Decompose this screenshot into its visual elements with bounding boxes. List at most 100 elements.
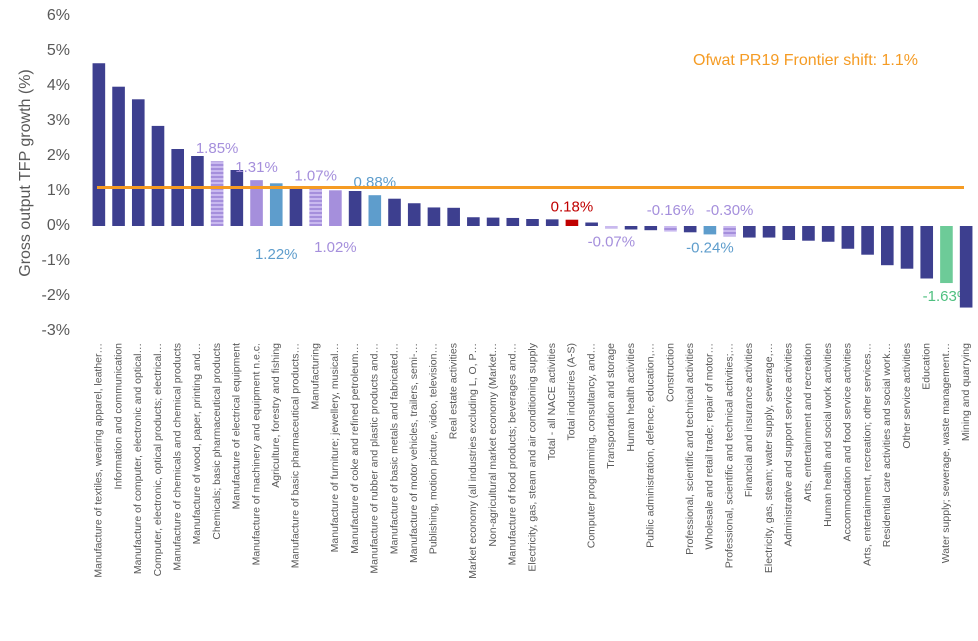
x-tick-label: Manufacture of coke and refined petroleu… bbox=[349, 343, 361, 554]
data-label: -0.30% bbox=[706, 202, 754, 219]
data-label: 1.07% bbox=[294, 168, 337, 185]
data-label: 0.18% bbox=[551, 199, 594, 216]
bar bbox=[309, 188, 322, 226]
x-tick-label: Wholesale and retail trade; repair of mo… bbox=[704, 343, 716, 550]
y-tick-label: 0% bbox=[47, 217, 70, 234]
bar bbox=[151, 125, 165, 226]
bar bbox=[545, 219, 559, 226]
x-tick-label: Computer programming, consultancy, and… bbox=[585, 343, 597, 548]
bar bbox=[624, 226, 638, 230]
data-label: 1.22% bbox=[255, 246, 298, 263]
data-label: 1.31% bbox=[235, 159, 278, 176]
bar bbox=[348, 191, 362, 226]
y-tick-label: 3% bbox=[47, 112, 70, 129]
x-tick-label: Human health and social work activities bbox=[822, 343, 834, 527]
x-tick-label: Transportation and storage bbox=[605, 343, 617, 469]
bar bbox=[644, 226, 658, 231]
y-tick-label: -1% bbox=[42, 252, 70, 269]
bar bbox=[447, 207, 460, 226]
bar bbox=[959, 226, 973, 308]
x-tick-label: Total industries (A-S) bbox=[566, 343, 578, 440]
x-tick-label: Arts, entertainment and recreation bbox=[802, 343, 814, 502]
x-tick-label: Information and communication bbox=[112, 343, 124, 490]
data-label: -1.63% bbox=[923, 288, 971, 305]
y-tick-label: 5% bbox=[47, 42, 70, 59]
x-tick-label: Manufacture of machinery and equipment n… bbox=[250, 343, 262, 565]
x-tick-label: Manufacture of textiles, wearing apparel… bbox=[93, 343, 105, 578]
x-tick-label: Administrative and support service activ… bbox=[783, 343, 795, 547]
bar bbox=[486, 217, 500, 226]
x-tick-label: Water supply; sewerage, waste management… bbox=[940, 343, 952, 563]
x-tick-label: Agriculture, forestry and fishing bbox=[270, 343, 282, 488]
bar bbox=[250, 180, 263, 226]
x-tick-label: Professional, scientific and technical a… bbox=[684, 343, 696, 555]
bar bbox=[782, 226, 796, 240]
bar bbox=[664, 226, 677, 232]
bar bbox=[269, 183, 283, 226]
y-tick-label: 2% bbox=[47, 147, 70, 164]
bar bbox=[92, 63, 106, 226]
bar bbox=[112, 86, 125, 226]
y-tick-label: 1% bbox=[47, 182, 70, 199]
annotation: Ofwat PR19 Frontier shift: 1.1% bbox=[693, 52, 918, 69]
x-tick-label: Education bbox=[921, 343, 933, 390]
x-tick-label: Other service activities bbox=[901, 343, 913, 449]
y-tick-label: -3% bbox=[42, 322, 70, 339]
bar bbox=[703, 226, 717, 235]
bar bbox=[743, 226, 756, 238]
bar bbox=[388, 198, 401, 226]
bar bbox=[526, 219, 539, 226]
x-tick-label: Computer, electronic, optical products; … bbox=[152, 343, 164, 576]
x-tick-label: Manufacture of chemicals and chemical pr… bbox=[171, 343, 183, 571]
x-tick-label: Manufacture of rubber and plastic produc… bbox=[369, 343, 381, 574]
bar bbox=[427, 207, 441, 226]
x-tick-label: Arts, entertainment, recreation; other s… bbox=[861, 343, 873, 566]
x-tick-label: Manufacture of basic metals and fabricat… bbox=[388, 343, 400, 554]
x-tick-label: Professional, scientific and technical a… bbox=[723, 343, 735, 568]
bar bbox=[723, 226, 736, 237]
x-tick-label: Chemicals; basic pharmaceutical products bbox=[211, 343, 223, 540]
bar bbox=[802, 226, 815, 241]
bar bbox=[605, 226, 618, 229]
bar bbox=[880, 226, 894, 266]
bar bbox=[821, 226, 835, 242]
bar bbox=[900, 226, 914, 269]
x-tick-label: Manufacture of furniture; jewellery, mus… bbox=[329, 343, 341, 552]
bar bbox=[920, 226, 934, 279]
x-tick-label: Real estate activities bbox=[447, 343, 459, 439]
data-label: -0.16% bbox=[647, 202, 695, 219]
bar bbox=[841, 226, 855, 249]
x-tick-label: Market economy (all industries excluding… bbox=[467, 343, 479, 579]
x-tick-label: Public administration, defence, educatio… bbox=[645, 343, 657, 548]
y-tick-label: 4% bbox=[47, 77, 70, 94]
bar bbox=[368, 195, 382, 226]
x-tick-label: Manufacture of food products; beverages … bbox=[507, 343, 519, 565]
x-tick-label: Non-agricultural market economy (Market… bbox=[487, 343, 499, 547]
x-tick-label: Residential care activities and social w… bbox=[881, 343, 893, 547]
x-tick-label: Electricity, gas, steam; water supply, s… bbox=[763, 343, 775, 573]
x-tick-label: Financial and insurance activities bbox=[743, 343, 755, 497]
bar bbox=[683, 226, 697, 233]
y-axis-label: Gross output TFP growth (%) bbox=[17, 69, 34, 276]
x-tick-label: Publishing, motion picture, video, telev… bbox=[428, 343, 440, 554]
x-tick-label: Manufacturing bbox=[309, 343, 321, 410]
bar bbox=[210, 161, 224, 226]
bar bbox=[407, 203, 421, 226]
x-tick-label: Accommodation and food service activitie… bbox=[842, 343, 854, 541]
bar bbox=[131, 99, 145, 226]
x-tick-label: Manufacture of basic pharmaceutical prod… bbox=[290, 343, 302, 568]
x-tick-label: Electricity, gas, steam and air conditio… bbox=[526, 342, 538, 571]
data-label: 1.85% bbox=[196, 140, 239, 157]
bar bbox=[506, 217, 520, 226]
x-tick-label: Human health activities bbox=[625, 343, 637, 452]
x-tick-label: Mining and quarrying bbox=[960, 343, 972, 441]
x-tick-label: Manufacture of motor vehicles, trailers,… bbox=[408, 343, 420, 563]
bar bbox=[191, 156, 204, 226]
x-tick-label: Manufacture of electrical equipment bbox=[231, 343, 243, 509]
y-tick-label: -2% bbox=[42, 287, 70, 304]
bar bbox=[329, 190, 342, 226]
bar bbox=[585, 222, 598, 226]
bar bbox=[861, 226, 874, 255]
bar bbox=[230, 170, 244, 226]
